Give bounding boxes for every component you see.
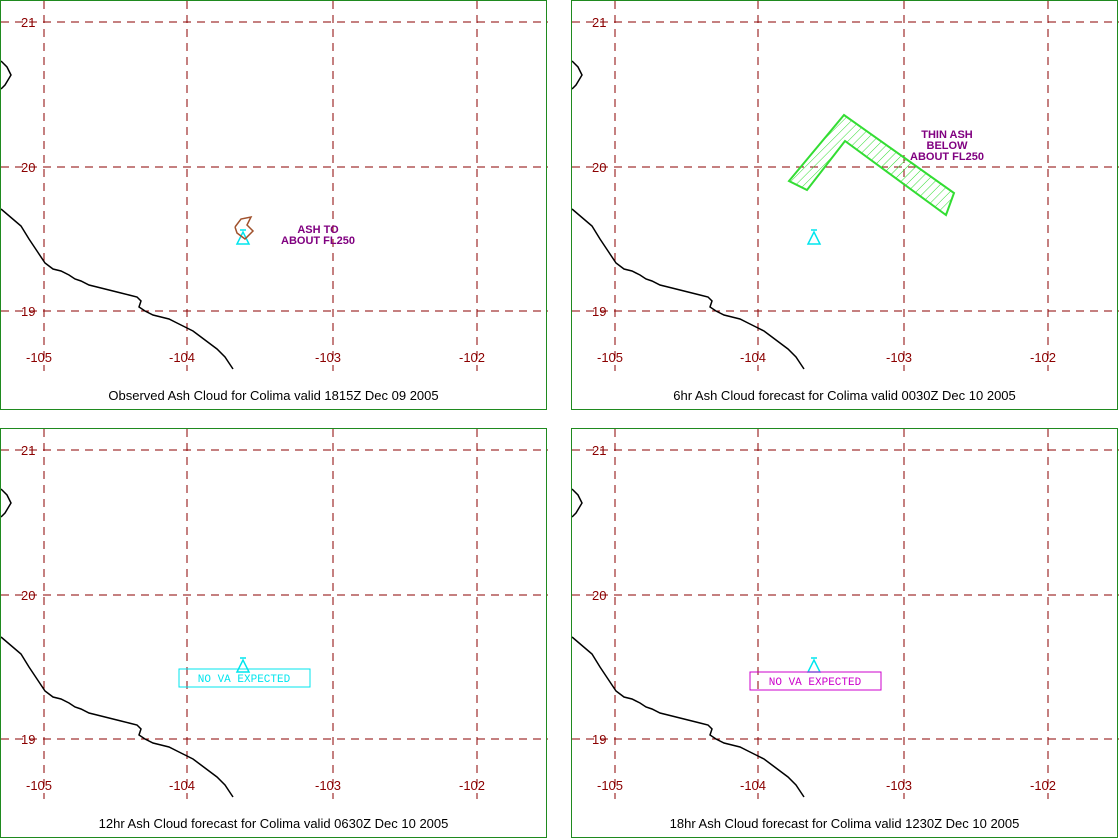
lon-tick-label: -105 (26, 350, 52, 365)
lon-tick-label: -103 (886, 350, 912, 365)
map-canvas: 21 20 19 -105 -104 -103 -102 NO VA EXPECTED (572, 429, 1119, 799)
coastline (1, 488, 12, 518)
lat-tick-label: 21 (21, 443, 35, 458)
panel-caption: 18hr Ash Cloud forecast for Colima valid… (669, 816, 1020, 831)
lat-tick-label: 20 (21, 160, 35, 175)
panel-caption: 6hr Ash Cloud forecast for Colima valid … (673, 388, 1016, 403)
ash-label-line: ASH TO (297, 224, 339, 236)
map-canvas: 21 20 19 -105 -104 -103 -102 NO VA EXPECTED (1, 429, 548, 799)
lat-tick-label: 20 (592, 160, 606, 175)
ash-label-line: THIN ASH (921, 129, 973, 141)
observed-ash-area (234, 215, 255, 240)
volcano-triangle-icon (806, 657, 822, 673)
lat-tick-label: 21 (592, 443, 606, 458)
no-va-label: NO VA EXPECTED (198, 674, 291, 686)
lat-tick-label: 19 (592, 732, 606, 747)
panel-caption: 12hr Ash Cloud forecast for Colima valid… (98, 816, 449, 831)
lat-tick-label: 19 (21, 304, 35, 319)
no-va-box (178, 668, 311, 688)
lon-tick-label: -102 (459, 350, 485, 365)
map-panel-12hr: 21 20 19 -105 -104 -103 -102 NO VA EXPECTED 12h… (0, 428, 548, 838)
map-canvas: 21 20 19 -105 -104 -103 -102 THIN ASHBELOWABOUT… (572, 1, 1119, 371)
coastline (1, 208, 234, 370)
lat-tick-label: 19 (21, 732, 35, 747)
lon-tick-label: -102 (1030, 778, 1056, 793)
lat-tick-label: 21 (592, 15, 606, 30)
lat-tick-label: 20 (592, 588, 606, 603)
lon-tick-label: -104 (740, 350, 766, 365)
no-va-label: NO VA EXPECTED (769, 677, 862, 689)
coastline (1, 636, 234, 798)
lon-tick-label: -104 (169, 778, 195, 793)
coastline (572, 636, 805, 798)
lon-tick-label: -104 (169, 350, 195, 365)
lat-tick-label: 19 (592, 304, 606, 319)
lon-tick-label: -105 (26, 778, 52, 793)
map-panel-6hr: 21 20 19 -105 -104 -103 -102 THIN ASH BELOW ABOUT… (571, 0, 1119, 410)
map-panel-observed: 21 20 19 -105 -104 -103 -102 ASH TO ABOUT FL250 … (0, 0, 548, 410)
coastline (572, 488, 583, 518)
map-panel-18hr: 21 20 19 -105 -104 -103 -102 NO VA EXPECTED 18h… (571, 428, 1119, 838)
lon-tick-label: -103 (315, 350, 341, 365)
coastline (1, 60, 12, 90)
lon-tick-label: -105 (597, 778, 623, 793)
lon-tick-label: -102 (1030, 350, 1056, 365)
volcano-triangle-icon (806, 229, 822, 245)
volcano-triangle-icon (235, 657, 251, 673)
lon-tick-label: -104 (740, 778, 766, 793)
panel-caption: Observed Ash Cloud for Colima valid 1815… (108, 388, 439, 403)
lon-tick-label: -105 (597, 350, 623, 365)
lat-tick-label: 21 (21, 15, 35, 30)
lon-tick-label: -102 (459, 778, 485, 793)
ash-label-line: ABOUT FL250 (281, 235, 355, 247)
lon-tick-label: -103 (886, 778, 912, 793)
lat-tick-label: 20 (21, 588, 35, 603)
coastline (572, 208, 805, 370)
ash-label-line: BELOW (927, 140, 969, 152)
coastline (572, 60, 583, 90)
lon-tick-label: -103 (315, 778, 341, 793)
no-va-box (749, 671, 882, 691)
forecast-ash-area (787, 113, 956, 217)
ash-label-line: ABOUT FL250 (910, 151, 984, 163)
